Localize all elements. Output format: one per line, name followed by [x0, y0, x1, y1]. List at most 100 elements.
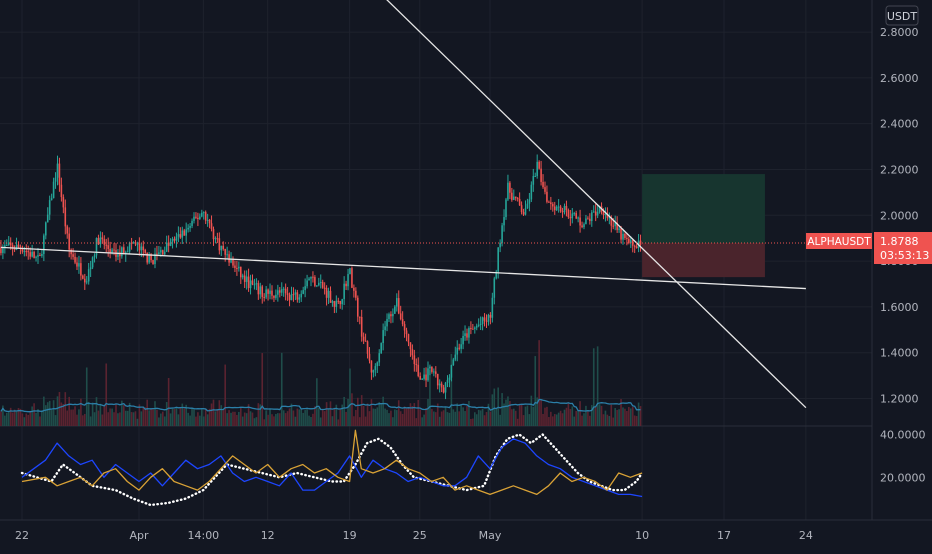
axes: 2.80002.60002.40002.20002.00001.80001.60… — [15, 26, 926, 542]
candle-body — [431, 366, 433, 372]
candle-body — [312, 276, 314, 278]
candle — [573, 211, 576, 216]
volume-bar — [493, 388, 496, 426]
candle-body — [413, 355, 416, 365]
volume-bar — [559, 410, 562, 426]
volume-bar — [13, 409, 16, 426]
volume-bar — [280, 352, 283, 426]
candle — [345, 280, 347, 291]
volume-bar — [594, 406, 597, 426]
candle-body — [226, 254, 228, 256]
candle-body — [571, 213, 574, 219]
candle — [397, 290, 400, 315]
currency-badge[interactable]: USDT — [885, 5, 919, 26]
volume-bar — [25, 413, 28, 426]
candle — [44, 221, 47, 240]
candle — [382, 323, 384, 351]
candle-body — [534, 176, 537, 178]
candle — [4, 240, 6, 254]
candle — [444, 381, 447, 400]
candle-body — [594, 211, 597, 216]
candle-body — [13, 248, 16, 250]
volume-bar — [193, 409, 195, 426]
candle-body — [2, 246, 4, 254]
volume-bar — [191, 407, 193, 426]
volume-bar — [29, 411, 31, 426]
volume-bar — [238, 411, 240, 426]
volume-bar — [290, 403, 293, 426]
candle-body — [323, 287, 326, 289]
volume-bar — [277, 413, 279, 426]
candle-body — [546, 191, 548, 202]
volume-bar — [555, 414, 558, 426]
candle-body — [99, 237, 102, 245]
long-position-tool[interactable] — [642, 174, 765, 278]
candle — [54, 172, 57, 189]
volume-bar — [563, 409, 566, 426]
time-tick-label: 17 — [717, 529, 731, 542]
candle-body — [64, 207, 67, 227]
candle-body — [171, 238, 174, 242]
candle — [487, 313, 490, 326]
candle-body — [583, 224, 585, 228]
volume-bar — [259, 404, 262, 426]
candle — [103, 235, 106, 250]
candle — [271, 285, 273, 300]
candle-body — [5, 244, 8, 246]
candle-body — [618, 228, 620, 230]
volume-bar — [343, 396, 345, 426]
volume-bar — [39, 416, 41, 426]
candle — [448, 374, 451, 388]
candle-body — [579, 217, 581, 226]
candle-body — [356, 297, 359, 317]
candle-body — [464, 333, 466, 336]
candle-body — [466, 333, 468, 338]
volume-bar — [253, 418, 256, 426]
volume-bar — [460, 405, 462, 426]
volume-bar — [249, 411, 252, 426]
candle-body — [300, 293, 303, 298]
indicator-tick-label: 20.0000 — [880, 471, 926, 484]
trendlines[interactable] — [0, 0, 807, 409]
candle-body — [181, 230, 184, 238]
volume-bar — [622, 407, 624, 426]
volume-bar — [528, 414, 531, 426]
candle — [214, 236, 217, 244]
candle — [434, 366, 437, 378]
candle-body — [522, 212, 525, 215]
volume-bar — [119, 412, 121, 426]
candle-body — [444, 382, 447, 393]
candle — [358, 316, 361, 325]
candle-body — [316, 285, 318, 287]
volume-bar — [132, 412, 135, 426]
candle-body — [436, 373, 439, 386]
candle-body — [253, 284, 256, 286]
candle-body — [551, 204, 554, 207]
volume-bar — [68, 396, 70, 426]
candle-body — [105, 244, 108, 246]
candle-body — [169, 241, 172, 246]
candle-body — [296, 292, 299, 300]
symbol-label: ALPHAUSDT — [807, 236, 871, 248]
volume-bar — [573, 416, 576, 426]
candle — [542, 174, 544, 189]
candle — [80, 257, 82, 281]
candle-body — [119, 252, 121, 257]
candle-body — [573, 213, 576, 215]
candle — [91, 256, 94, 270]
candle — [446, 375, 449, 388]
candle — [308, 277, 310, 281]
candle — [64, 199, 67, 235]
candle-body — [487, 314, 490, 322]
candle-body — [349, 268, 351, 275]
candle — [583, 222, 585, 230]
candle — [76, 257, 78, 271]
candle-body — [11, 245, 14, 249]
volume-bar — [185, 404, 187, 426]
volume-bar — [411, 406, 414, 426]
candle-body — [468, 328, 470, 338]
candle-body — [62, 197, 65, 208]
candle — [343, 276, 345, 306]
volume-bar — [111, 408, 113, 426]
